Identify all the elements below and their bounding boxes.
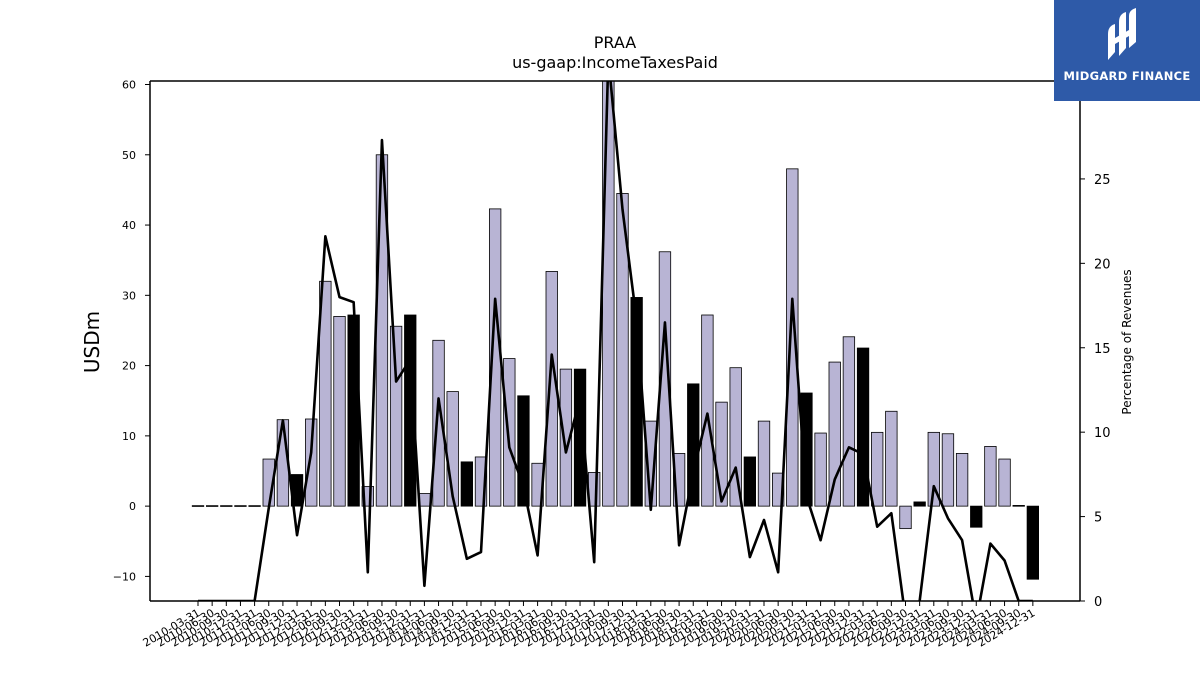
y2-tick-label: 15	[1094, 342, 1111, 357]
y-tick-label: 0	[129, 500, 136, 513]
y2-tick-label: 5	[1094, 511, 1102, 526]
bar-2017-09-30	[616, 193, 629, 507]
y-axis-label: USDm	[80, 311, 104, 373]
bar-2022-06-30	[885, 410, 898, 507]
bar-2010-09-30	[220, 505, 233, 507]
bar-2022-12-31	[913, 501, 926, 507]
bar-2021-12-31	[856, 347, 870, 507]
midgard-logo-icon	[1108, 8, 1136, 60]
y-tick-label: 40	[122, 219, 136, 232]
bar-2015-03-31	[474, 456, 488, 507]
bar-2024-12-31	[1026, 505, 1039, 580]
bar-2021-03-31	[814, 432, 827, 507]
bar-2021-06-30	[828, 361, 841, 507]
bar-2010-06-30	[205, 505, 219, 507]
bar-2010-03-31	[191, 505, 205, 507]
bar-2012-06-30	[319, 280, 332, 507]
y-tick-label: 20	[122, 360, 136, 373]
bar-2012-09-30	[333, 316, 346, 507]
bar-2020-03-31	[757, 420, 771, 507]
bar-2022-09-30	[899, 505, 912, 530]
axes-group	[149, 80, 1081, 602]
bar-2020-09-30	[786, 168, 799, 507]
chart-title: PRAA	[594, 33, 637, 52]
bar-2023-03-31	[927, 431, 940, 507]
bar-2015-09-30	[503, 358, 516, 507]
bar-2024-03-31	[984, 446, 997, 507]
bar-2016-12-31	[573, 368, 587, 507]
brand-logo-text: MIDGARD FINANCE	[1063, 69, 1191, 83]
bar-2015-12-31	[517, 395, 530, 507]
bar-2016-09-30	[559, 368, 573, 507]
line-series-percentage-of-revenues	[198, 81, 1033, 601]
y-tick-label: −10	[113, 570, 136, 583]
y2-axis-label: Percentage of Revenues	[1120, 269, 1134, 414]
bar-2020-12-31	[800, 392, 813, 507]
y2-tick-label: 25	[1094, 173, 1111, 188]
bar-2023-09-30	[955, 453, 969, 507]
bar-2013-09-30	[389, 325, 403, 507]
y2-tick-label: 0	[1094, 595, 1102, 610]
bar-2011-03-31	[248, 505, 261, 507]
bar-2020-06-30	[772, 472, 785, 507]
bar-2018-09-30	[672, 453, 686, 507]
bar-2013-03-31	[361, 486, 374, 507]
brand-logo: MIDGARD FINANCE	[1054, 0, 1200, 101]
bar-2014-12-31	[460, 461, 474, 507]
bar-2023-06-30	[941, 433, 955, 507]
ticks-group: −1001020304050600510152025302010-03-3120…	[113, 79, 1111, 650]
bar-2021-09-30	[842, 336, 856, 507]
y-tick-label: 30	[122, 289, 136, 302]
bar-2019-12-31	[743, 456, 756, 507]
bar-2012-03-31	[305, 418, 318, 507]
bar-2024-09-30	[1012, 505, 1025, 507]
bar-2024-06-30	[998, 458, 1011, 507]
bar-2018-06-30	[658, 251, 672, 507]
bar-2013-12-31	[404, 314, 417, 507]
bar-2010-12-31	[234, 505, 247, 507]
y-tick-label: 10	[122, 430, 136, 443]
bar-2023-12-31	[970, 505, 983, 528]
bar-2019-06-30	[715, 401, 728, 507]
y2-tick-label: 20	[1094, 257, 1111, 272]
y-tick-label: 60	[122, 79, 136, 92]
bar-2022-03-31	[871, 431, 884, 507]
bar-2014-06-30	[432, 339, 445, 507]
y-tick-label: 50	[122, 149, 136, 162]
y2-tick-label: 10	[1094, 426, 1111, 441]
bar-2019-03-31	[701, 314, 714, 507]
chart-subtitle: us-gaap:IncomeTaxesPaid	[512, 53, 718, 72]
bar-2012-12-31	[347, 314, 360, 507]
bar-2017-06-30	[602, 81, 615, 507]
line-layer	[198, 81, 1033, 601]
bar-2019-09-30	[729, 367, 742, 507]
